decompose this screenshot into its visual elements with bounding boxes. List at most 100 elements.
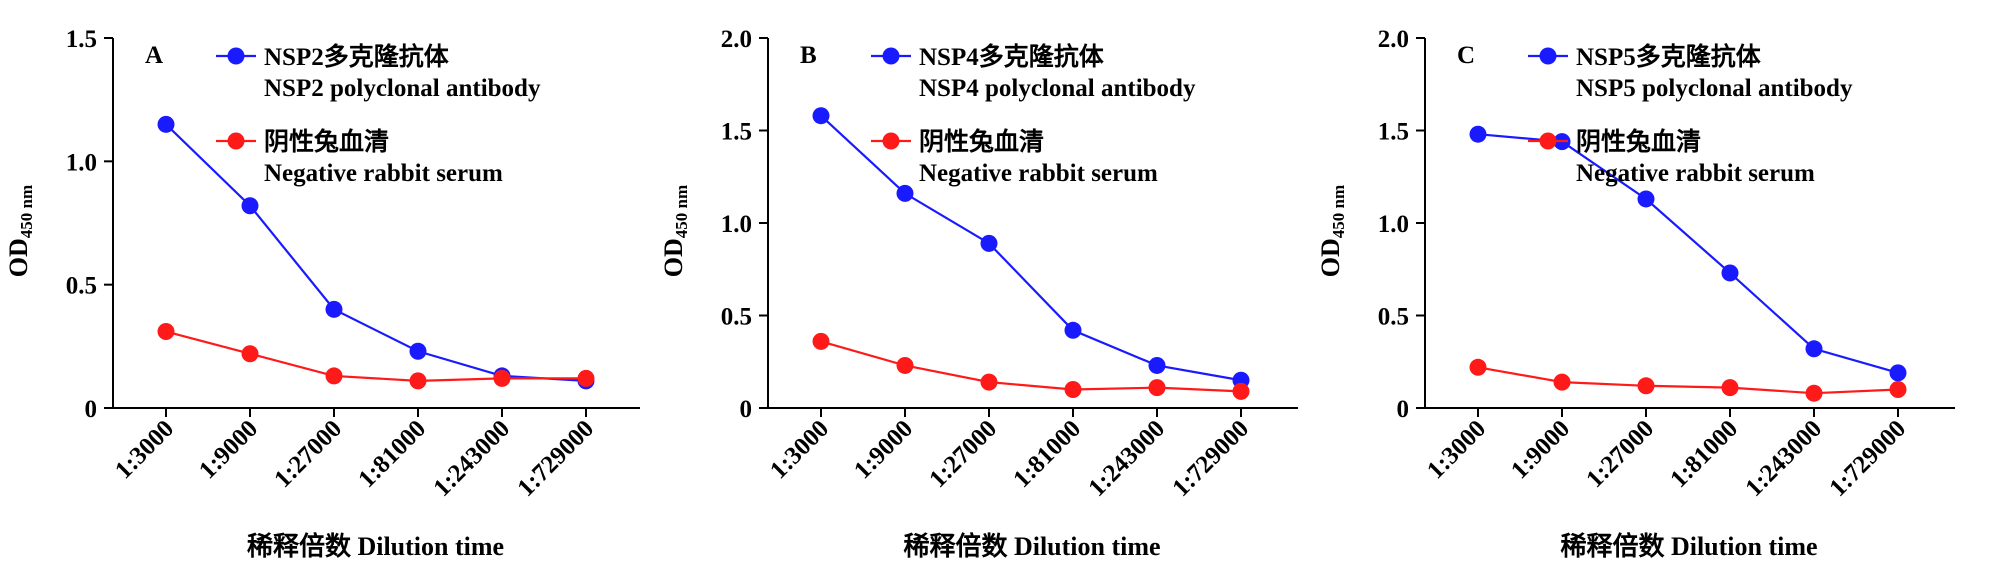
panel-label: A bbox=[145, 42, 163, 69]
x-tick-label: 1:243000 bbox=[428, 415, 515, 502]
data-point bbox=[1637, 190, 1655, 208]
legend-label: NSP2多克隆抗体 bbox=[264, 42, 450, 71]
legend-label: NSP5多克隆抗体 bbox=[1576, 42, 1762, 71]
legend-label-en: NSP5 polyclonal antibody bbox=[1576, 75, 1853, 102]
x-tick-label: 1:9000 bbox=[1506, 415, 1575, 484]
series-line-2 bbox=[165, 330, 586, 382]
legend-label: NSP4多克隆抗体 bbox=[919, 42, 1105, 71]
data-point bbox=[157, 323, 175, 341]
chart-panel-b: 00.51.01.52.01:3000 1:9000 1:27000 1:810001… bbox=[659, 26, 1298, 561]
data-point bbox=[1805, 384, 1823, 402]
data-point bbox=[980, 234, 998, 252]
y-axis-label-main: OD bbox=[4, 238, 33, 277]
data-point bbox=[896, 184, 914, 202]
data-point bbox=[493, 369, 511, 387]
y-axis-label-main: OD bbox=[1316, 238, 1345, 277]
legend-label-en: NSP2 polyclonal antibody bbox=[264, 75, 541, 102]
data-point bbox=[1721, 379, 1739, 397]
x-tick-label: 1:729000 bbox=[1824, 415, 1911, 502]
x-tick-label: 1:243000 bbox=[1083, 415, 1170, 502]
x-tick-label: 1:27000 bbox=[924, 415, 1002, 493]
legend-marker-2 bbox=[882, 132, 900, 150]
x-tick-label: 1:81000 bbox=[1665, 415, 1743, 493]
data-point bbox=[812, 107, 830, 125]
data-point bbox=[409, 342, 427, 360]
y-tick-label: 1.0 bbox=[721, 211, 752, 238]
panel-label: B bbox=[800, 42, 817, 69]
data-point bbox=[325, 367, 343, 385]
x-tick-label: 1:27000 bbox=[269, 415, 347, 493]
series-line-2 bbox=[1477, 366, 1899, 395]
data-point bbox=[812, 332, 830, 350]
data-point bbox=[1232, 382, 1250, 400]
data-point bbox=[241, 197, 259, 215]
y-axis-label-subscript: 450 nm bbox=[672, 185, 691, 238]
legend-marker-1 bbox=[227, 47, 245, 65]
data-point bbox=[241, 345, 259, 363]
legend-label: 阴性兔血清 bbox=[919, 127, 1044, 156]
legend-label: 阴性兔血清 bbox=[1576, 127, 1701, 156]
y-axis-label-subscript: 450 nm bbox=[1329, 185, 1348, 238]
data-point bbox=[157, 115, 175, 133]
x-axis-label: 稀释倍数 Dilution time bbox=[903, 531, 1160, 561]
y-tick-label: 0 bbox=[740, 396, 753, 423]
x-axis-label: 稀释倍数 Dilution time bbox=[247, 531, 504, 561]
x-tick-label: 1:9000 bbox=[194, 415, 263, 484]
data-point bbox=[1148, 379, 1166, 397]
panel-label: C bbox=[1457, 42, 1475, 69]
data-point bbox=[409, 372, 427, 390]
legend-label: 阴性兔血清 bbox=[264, 127, 389, 156]
series-line-1 bbox=[820, 114, 1242, 382]
y-tick-label: 2.0 bbox=[721, 26, 752, 53]
chart-panel-a: 0 0.5 1.0 1.5 1:3000 1:9000 1:27000 1:810001:24… bbox=[4, 26, 640, 561]
legend-label-en: NSP4 polyclonal antibody bbox=[919, 75, 1196, 102]
data-point bbox=[1889, 364, 1907, 382]
data-point bbox=[1553, 373, 1571, 391]
data-point bbox=[1637, 377, 1655, 395]
y-tick-label: 1.0 bbox=[1378, 211, 1409, 238]
series-line-1 bbox=[165, 123, 587, 382]
legend-marker-1 bbox=[882, 47, 900, 65]
y-tick-label: 0 bbox=[85, 396, 98, 423]
data-point bbox=[1064, 381, 1082, 398]
legend-marker-1 bbox=[1539, 47, 1557, 65]
x-tick-label: 1:3000 bbox=[110, 415, 179, 484]
x-tick-label: 1:729000 bbox=[512, 415, 599, 502]
y-axis-label-main: OD bbox=[659, 238, 688, 277]
x-tick-label: 1:729000 bbox=[1167, 415, 1254, 502]
legend-label-en: Negative rabbit serum bbox=[1576, 160, 1815, 187]
legend-marker-2 bbox=[1539, 132, 1557, 150]
x-tick-label: 1:81000 bbox=[353, 415, 431, 493]
legend-marker-2 bbox=[227, 132, 245, 150]
x-tick-label: 1:3000 bbox=[1422, 415, 1491, 484]
y-tick-label: 1.5 bbox=[1378, 119, 1409, 146]
data-point bbox=[896, 356, 914, 374]
data-point bbox=[980, 373, 998, 391]
y-tick-label: 1.0 bbox=[66, 149, 97, 176]
legend-label-en: Negative rabbit serum bbox=[919, 160, 1158, 187]
y-tick-label: 1.5 bbox=[721, 119, 752, 146]
x-tick-label: 1:81000 bbox=[1008, 415, 1086, 493]
data-point bbox=[1805, 340, 1823, 358]
legend-label-en: Negative rabbit serum bbox=[264, 160, 503, 187]
y-tick-label: 2.0 bbox=[1378, 26, 1409, 53]
chart-panel-c: 0 0.5 1.0 1.5 2.0 1:3000 1:9000 1:27000 1:81000 1… bbox=[1316, 26, 1955, 561]
y-tick-label: 0.5 bbox=[66, 273, 97, 300]
y-tick-label: 0.5 bbox=[721, 304, 752, 331]
data-point bbox=[1469, 125, 1487, 143]
y-axis-label-subscript: 450 nm bbox=[17, 185, 36, 238]
data-point bbox=[1064, 321, 1082, 339]
data-point bbox=[577, 369, 595, 387]
x-tick-label: 1:3000 bbox=[765, 415, 834, 484]
series-line-2 bbox=[820, 340, 1242, 393]
y-tick-label: 1.5 bbox=[66, 26, 97, 53]
data-point bbox=[1148, 356, 1166, 374]
data-point bbox=[325, 300, 343, 318]
y-axis-label: OD450 nm bbox=[4, 185, 36, 277]
x-tick-label: 1:27000 bbox=[1581, 415, 1659, 493]
x-tick-label: 1:9000 bbox=[849, 415, 918, 484]
y-tick-label: 0 bbox=[1397, 396, 1410, 423]
y-tick-label: 0.5 bbox=[1378, 304, 1409, 331]
x-axis-label: 稀释倍数 Dilution time bbox=[1560, 531, 1817, 561]
